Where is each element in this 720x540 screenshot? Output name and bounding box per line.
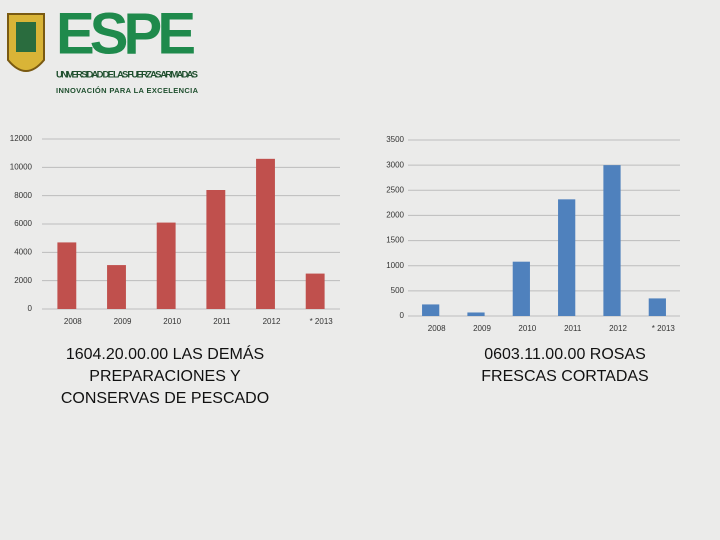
x-tick-label: 2009 (114, 317, 132, 326)
y-tick-label: 0 (28, 304, 33, 313)
bar (305, 273, 325, 309)
bar (156, 222, 176, 309)
y-tick-label: 10000 (10, 162, 33, 171)
y-tick-label: 12000 (10, 134, 33, 143)
y-tick-label: 1000 (386, 261, 404, 270)
x-tick-label: 2011 (564, 324, 582, 333)
bar (512, 261, 530, 316)
chart-title: 0603.11.00.00 ROSAS FRESCAS CORTADAS (481, 346, 649, 385)
bar (57, 242, 77, 309)
x-tick-label: 2009 (473, 324, 491, 333)
y-tick-label: 0 (400, 311, 405, 320)
y-tick-label: 2000 (386, 211, 404, 220)
x-tick-label: 2010 (163, 317, 181, 326)
logo: ESPE UNIVERSIDAD DE LAS FUERZAS ARMADAS … (7, 1, 199, 95)
y-tick-label: 8000 (14, 191, 32, 200)
logo-subtitle: UNIVERSIDAD DE LAS FUERZAS ARMADAS (56, 70, 198, 81)
y-tick-label: 3500 (386, 135, 404, 144)
bar (256, 158, 275, 309)
x-tick-label: * 2013 (310, 317, 334, 326)
x-tick-label: 2012 (263, 317, 281, 326)
bar (603, 165, 621, 316)
bar (206, 190, 226, 309)
x-tick-label: 2008 (64, 317, 82, 326)
bar (558, 199, 576, 316)
x-tick-label: 2008 (428, 324, 446, 333)
logo-motto: INNOVACIÓN PARA LA EXCELENCIA (56, 86, 199, 95)
bar (107, 265, 126, 309)
logo-title: ESPE (56, 1, 196, 66)
y-tick-label: 2000 (14, 276, 32, 285)
bar (422, 304, 440, 316)
bar (467, 312, 485, 316)
y-tick-label: 4000 (14, 247, 32, 256)
x-tick-label: 2012 (609, 324, 627, 333)
x-tick-label: * 2013 (652, 324, 676, 333)
y-tick-label: 2500 (386, 185, 404, 194)
y-tick-label: 1500 (386, 236, 404, 245)
chart-title: 1604.20.00.00 LAS DEMÁS PREPARACIONES Y … (60, 346, 270, 407)
y-tick-label: 500 (391, 286, 405, 295)
bar (648, 298, 666, 316)
y-tick-label: 3000 (386, 160, 404, 169)
y-tick-label: 6000 (14, 219, 32, 228)
logo-shield-inner (16, 22, 36, 52)
x-tick-label: 2011 (213, 317, 231, 326)
x-tick-label: 2010 (518, 324, 536, 333)
